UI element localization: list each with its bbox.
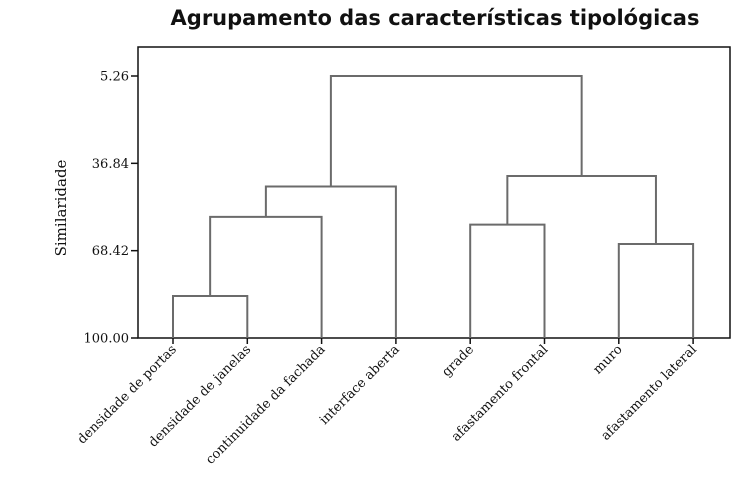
dendrogram-link [329, 75, 583, 187]
dendrogram-link [172, 294, 249, 338]
dendrogram-link [617, 242, 695, 338]
dendrogram-link [209, 215, 323, 338]
y-tick-label: 36.84 [92, 157, 129, 172]
y-tick-label: 5.26 [100, 70, 129, 85]
y-axis-title: Similaridade [52, 159, 70, 256]
leaf-label: continuidade da fachada [203, 342, 328, 467]
dendrogram-link [469, 223, 546, 338]
plot-frame [137, 46, 731, 339]
dendrogram-links [172, 75, 695, 338]
y-tick-label: 100.00 [84, 332, 130, 347]
leaf-label: interface aberta [317, 342, 403, 428]
dendrogram-link [264, 185, 397, 338]
y-axis: 5.26 36.84 68.42 100.00 [84, 70, 138, 347]
dendrogram-link [506, 174, 657, 244]
leaf-label: muro [590, 342, 625, 377]
y-tick-label: 68.42 [92, 244, 129, 259]
leaf-label: grade [439, 342, 477, 380]
chart-title: Agrupamento das características tipológi… [170, 6, 700, 30]
